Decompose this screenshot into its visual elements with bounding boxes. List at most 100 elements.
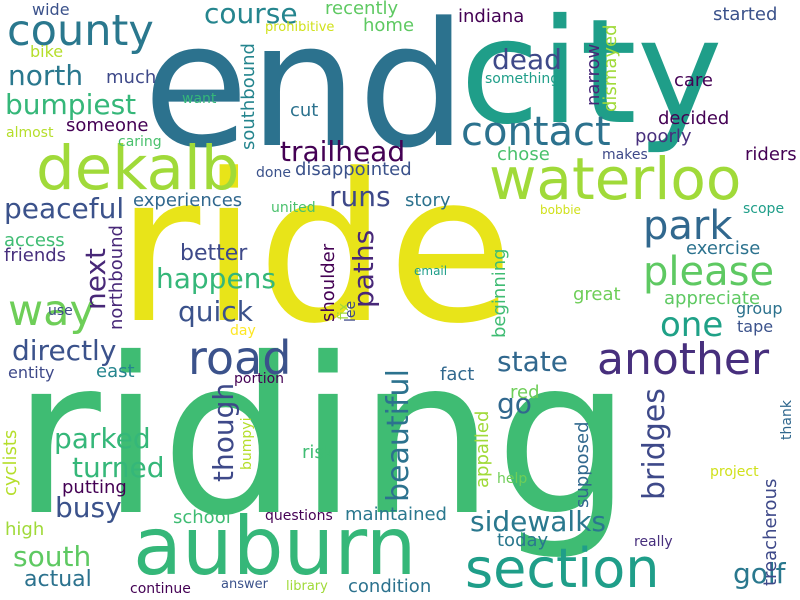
word-state: state — [497, 345, 568, 378]
word-contact: contact — [461, 109, 611, 155]
word-school: school — [173, 507, 231, 528]
word-treacherous: treacherous — [760, 478, 781, 586]
word-though: though — [207, 382, 240, 482]
word-done: done — [256, 165, 291, 181]
word-almost: almost — [6, 125, 54, 141]
word-experiences: experiences — [133, 190, 243, 211]
word-dead: dead — [492, 43, 562, 76]
word-one: one — [660, 305, 724, 345]
word-paths: paths — [347, 229, 380, 308]
word-wide: wide — [32, 0, 70, 19]
word-really: really — [634, 534, 673, 550]
word-golf: golf — [733, 557, 786, 590]
word-chose: chose — [497, 144, 550, 165]
word-parked: parked — [54, 422, 151, 455]
word-city: city — [460, 0, 723, 157]
word-road: road — [188, 331, 292, 385]
word-something: something — [485, 71, 560, 87]
word-disappointed: disappointed — [295, 159, 412, 180]
word-dismayed: dismayed — [600, 24, 621, 112]
word-cyclists: cyclists — [0, 429, 21, 496]
word-maintained: maintained — [345, 504, 447, 525]
word-putting: putting — [62, 477, 127, 498]
word-risk: risk — [302, 442, 335, 463]
word-north: north — [8, 59, 84, 92]
word-county: county — [7, 6, 154, 56]
word-riding: riding — [12, 312, 632, 563]
word-thank: thank — [779, 400, 795, 440]
word-red: red — [510, 382, 540, 403]
word-peaceful: peaceful — [4, 192, 125, 225]
word-exercise: exercise — [686, 238, 761, 259]
word-entity: entity — [8, 363, 55, 382]
word-bobbie: bobbie — [540, 203, 581, 217]
word-portion: portion — [234, 371, 285, 387]
word-east: east — [96, 361, 135, 382]
word-turned: turned — [72, 451, 165, 484]
word-go: go — [497, 387, 532, 420]
word-lee: lee — [343, 300, 359, 322]
word-caring: caring — [118, 134, 162, 150]
word-appalled: appalled — [472, 410, 493, 488]
word-access: access — [4, 230, 65, 251]
word-bumpiest: bumpiest — [5, 88, 137, 121]
word-project: project — [710, 464, 759, 480]
word-group: group — [736, 299, 783, 318]
word-high: high — [5, 519, 45, 540]
word-actual: actual — [24, 567, 92, 592]
word-cut: cut — [290, 100, 319, 121]
word-bridges: bridges — [637, 388, 672, 500]
word-email: email — [414, 264, 448, 278]
word-fact: fact — [440, 364, 475, 385]
word-questions: questions — [265, 508, 333, 524]
word-library: library — [286, 579, 328, 594]
word-riders: riders — [745, 144, 797, 165]
word-another: another — [597, 334, 770, 385]
word-indiana: indiana — [458, 6, 525, 27]
word-poorly: poorly — [635, 126, 692, 147]
word-today: today — [497, 530, 549, 551]
word-beginning: beginning — [489, 248, 510, 338]
word-prohibitive: prohibitive — [265, 20, 335, 35]
word-help: help — [497, 471, 528, 487]
word-busy: busy — [55, 491, 122, 524]
word-someone: someone — [66, 115, 149, 136]
word-south: south — [13, 540, 92, 573]
word-auburn: auburn — [133, 500, 417, 593]
word-trailhead: trailhead — [280, 135, 406, 168]
word-story: story — [405, 190, 451, 211]
word-park: park — [643, 203, 733, 249]
word-quick: quick — [178, 295, 253, 328]
word-way: way — [8, 286, 95, 336]
word-want: want — [182, 91, 217, 107]
word-friends: friends — [4, 245, 67, 266]
word-care: care — [674, 70, 714, 91]
word-recently: recently — [325, 0, 399, 19]
word-makes: makes — [602, 147, 648, 163]
word-bike: bike — [30, 42, 64, 61]
word-scope: scope — [743, 201, 785, 217]
word-runs: runs — [329, 180, 391, 213]
word-southbound: southbound — [238, 43, 259, 150]
word-ride: ride — [116, 131, 514, 369]
word-waterloo: waterloo — [489, 145, 742, 213]
word-sidewalks: sidewalks — [470, 505, 607, 538]
word-supposed: supposed — [572, 421, 593, 508]
word-continue: continue — [130, 581, 191, 597]
word-decided: decided — [658, 108, 730, 129]
word-end: end — [143, 0, 468, 186]
word-bumpyi: bumpyi — [239, 417, 255, 470]
word-course: course — [204, 0, 298, 30]
word-section: section — [465, 537, 660, 600]
word-beautiful: beautiful — [381, 369, 416, 502]
word-united: united — [271, 200, 316, 216]
word-much: much — [106, 67, 157, 88]
word-use: use — [48, 303, 73, 319]
word-happens: happens — [156, 262, 277, 295]
word-better: better — [180, 241, 248, 266]
word-dekalb: dekalb — [36, 133, 240, 204]
word-great: great — [573, 284, 621, 305]
word-directly: directly — [12, 334, 117, 367]
word-please: please — [643, 249, 775, 295]
